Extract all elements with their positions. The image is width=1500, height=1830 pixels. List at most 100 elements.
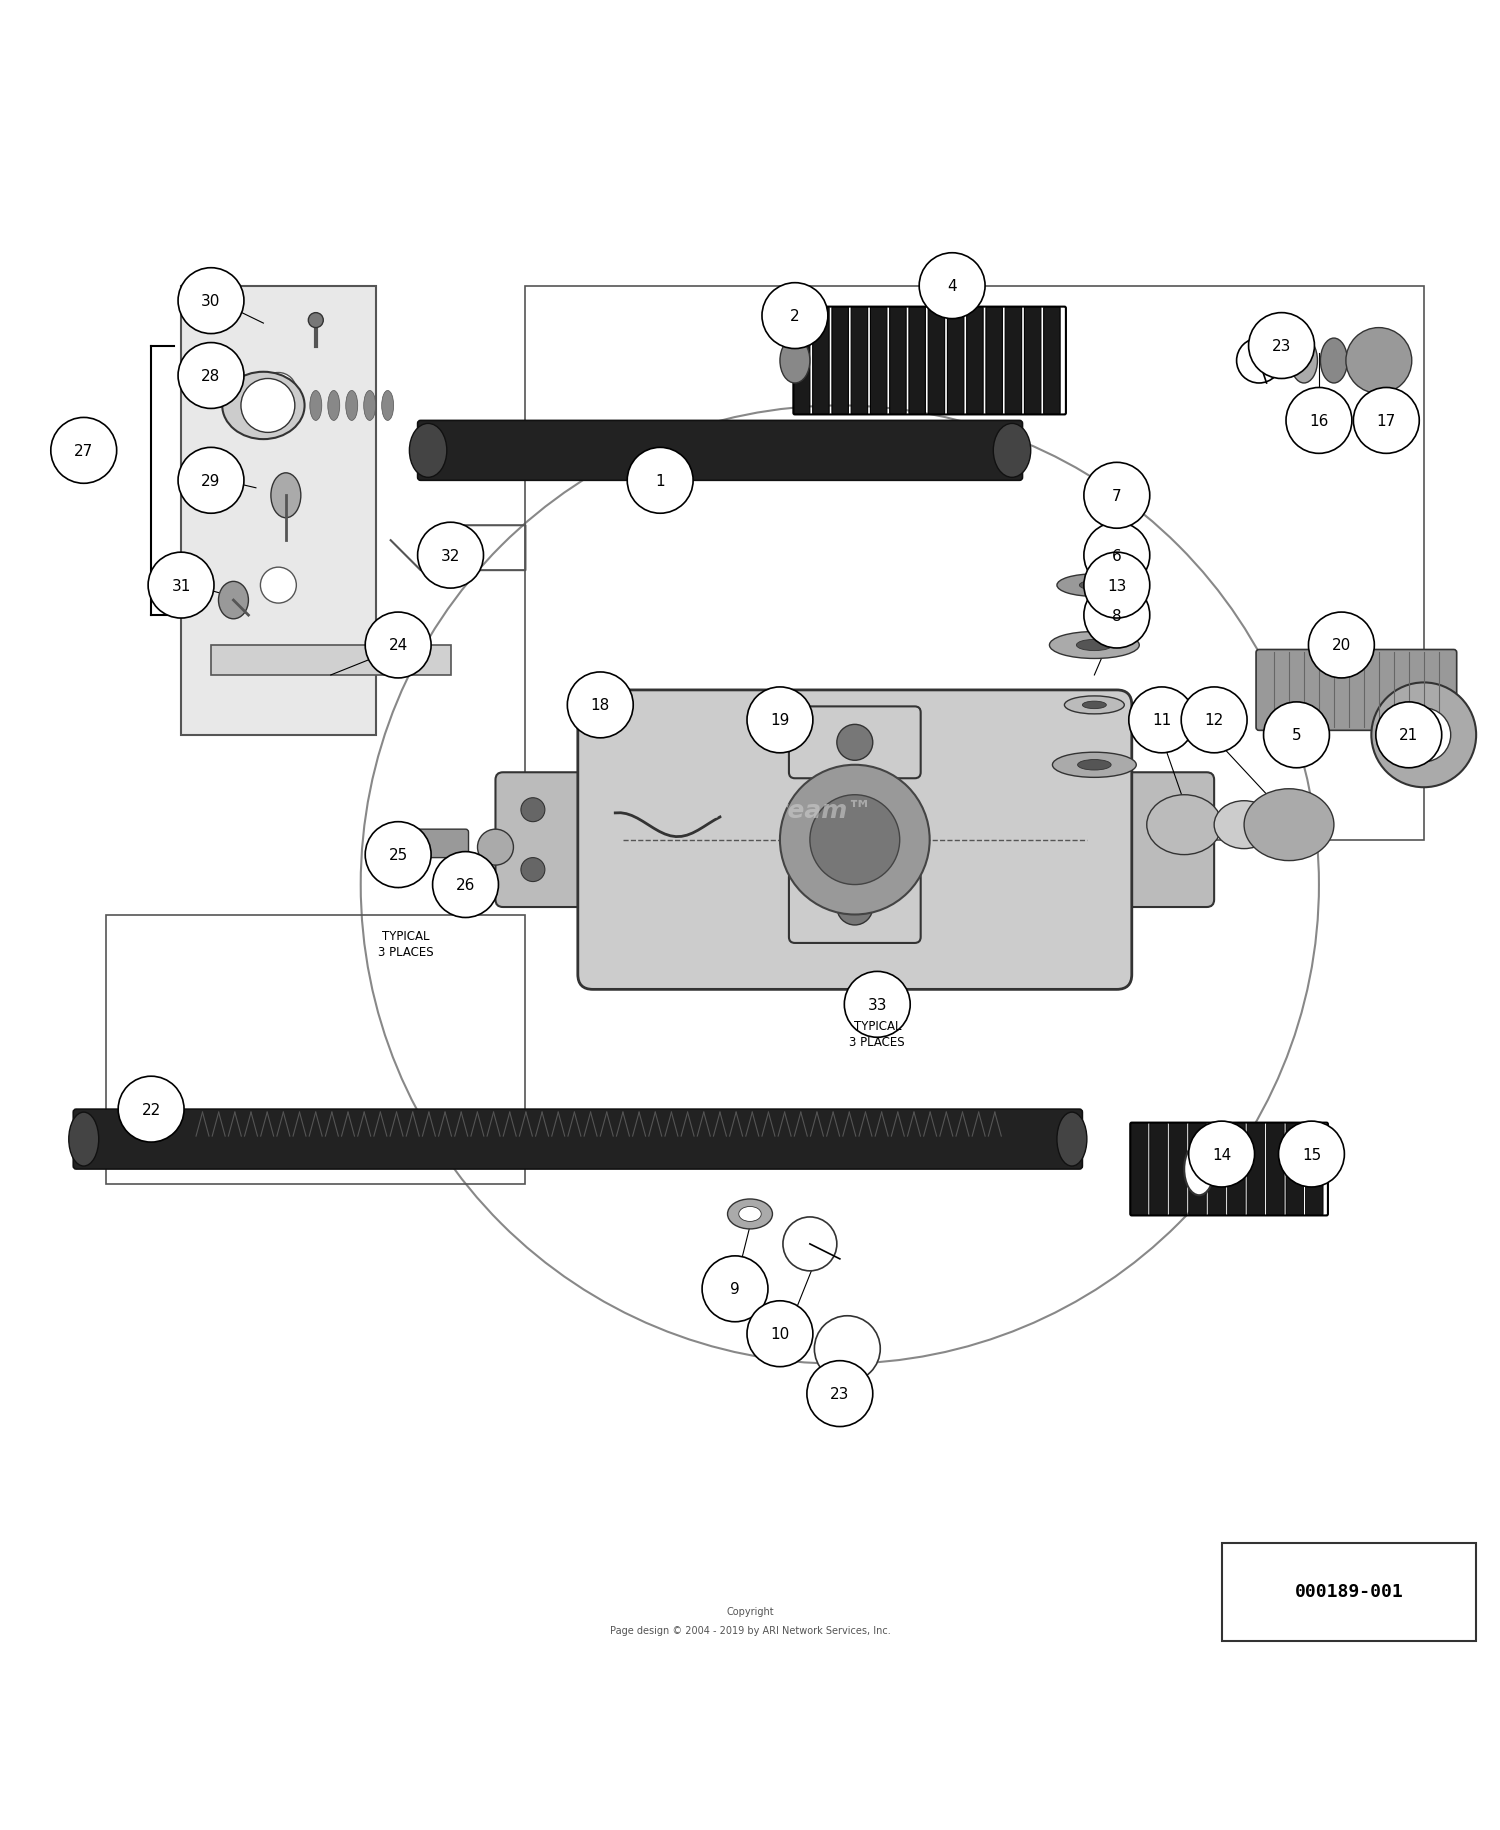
FancyBboxPatch shape [578, 690, 1132, 990]
FancyBboxPatch shape [1221, 1543, 1476, 1642]
Circle shape [1263, 703, 1329, 769]
Ellipse shape [222, 373, 304, 439]
FancyBboxPatch shape [1208, 1124, 1225, 1215]
FancyBboxPatch shape [1024, 307, 1041, 415]
Circle shape [783, 1217, 837, 1272]
FancyBboxPatch shape [1266, 1124, 1284, 1215]
Text: 20: 20 [1332, 639, 1352, 653]
Ellipse shape [345, 392, 357, 421]
Circle shape [148, 553, 214, 619]
Circle shape [242, 379, 296, 434]
FancyBboxPatch shape [890, 307, 906, 415]
Circle shape [1188, 1122, 1254, 1188]
Ellipse shape [1065, 697, 1125, 714]
Text: 22: 22 [141, 1102, 160, 1116]
Circle shape [837, 725, 873, 761]
Circle shape [1286, 388, 1352, 454]
Circle shape [364, 822, 430, 888]
Circle shape [702, 1255, 768, 1321]
Text: TYPICAL
3 PLACES: TYPICAL 3 PLACES [849, 1019, 904, 1049]
Ellipse shape [740, 1206, 760, 1222]
Ellipse shape [328, 392, 340, 421]
FancyBboxPatch shape [417, 421, 1023, 481]
FancyBboxPatch shape [870, 307, 886, 415]
Text: 33: 33 [867, 997, 886, 1012]
Text: 18: 18 [591, 697, 610, 714]
Text: 1: 1 [656, 474, 664, 489]
FancyBboxPatch shape [495, 772, 615, 908]
Ellipse shape [363, 392, 375, 421]
Circle shape [807, 1362, 873, 1427]
Circle shape [1084, 582, 1150, 648]
Circle shape [920, 254, 986, 320]
Circle shape [477, 829, 513, 866]
FancyBboxPatch shape [1286, 1124, 1304, 1215]
Ellipse shape [1083, 701, 1107, 710]
FancyBboxPatch shape [966, 307, 982, 415]
FancyBboxPatch shape [1246, 1124, 1264, 1215]
Text: 13: 13 [1107, 578, 1126, 593]
Circle shape [1346, 328, 1412, 393]
Ellipse shape [1058, 575, 1132, 597]
Text: PartStream™: PartStream™ [687, 798, 873, 822]
FancyBboxPatch shape [850, 307, 867, 415]
Polygon shape [182, 287, 375, 736]
Ellipse shape [1148, 796, 1221, 855]
Circle shape [1396, 708, 1450, 763]
Text: 6: 6 [1112, 549, 1122, 564]
FancyBboxPatch shape [789, 706, 921, 780]
Circle shape [178, 269, 244, 335]
Text: 8: 8 [1112, 608, 1122, 624]
Ellipse shape [309, 313, 324, 328]
Circle shape [567, 673, 633, 739]
Text: 15: 15 [1302, 1147, 1322, 1162]
FancyBboxPatch shape [833, 307, 849, 415]
FancyBboxPatch shape [794, 307, 810, 415]
FancyBboxPatch shape [948, 307, 964, 415]
Ellipse shape [780, 339, 810, 384]
Text: 23: 23 [830, 1387, 849, 1402]
Ellipse shape [219, 582, 249, 620]
Bar [525, 287, 1424, 840]
Ellipse shape [1077, 759, 1112, 770]
Text: Copyright: Copyright [726, 1607, 774, 1616]
Text: TYPICAL
3 PLACES: TYPICAL 3 PLACES [378, 930, 433, 959]
Circle shape [1371, 683, 1476, 787]
Ellipse shape [1244, 789, 1334, 862]
FancyBboxPatch shape [1005, 307, 1022, 415]
Text: 27: 27 [74, 443, 93, 459]
Ellipse shape [310, 392, 322, 421]
Text: 24: 24 [388, 639, 408, 653]
FancyBboxPatch shape [1168, 1124, 1186, 1215]
Ellipse shape [69, 1113, 99, 1166]
Circle shape [1084, 523, 1150, 589]
Circle shape [762, 284, 828, 350]
Circle shape [1084, 463, 1150, 529]
Circle shape [178, 448, 244, 514]
Circle shape [1130, 688, 1194, 754]
Ellipse shape [1058, 1113, 1088, 1166]
Circle shape [520, 858, 544, 882]
Text: 25: 25 [388, 847, 408, 862]
Circle shape [118, 1076, 184, 1142]
Circle shape [1376, 703, 1442, 769]
Text: 31: 31 [171, 578, 190, 593]
Circle shape [1353, 388, 1419, 454]
Circle shape [1248, 313, 1314, 379]
Text: 14: 14 [1212, 1147, 1231, 1162]
Ellipse shape [1050, 631, 1140, 659]
Ellipse shape [410, 425, 447, 478]
FancyBboxPatch shape [387, 829, 468, 858]
Text: 9: 9 [730, 1281, 740, 1297]
Text: 5: 5 [1292, 728, 1302, 743]
Text: 4: 4 [948, 278, 957, 295]
FancyBboxPatch shape [1256, 650, 1456, 730]
Ellipse shape [1214, 802, 1274, 849]
Circle shape [51, 419, 117, 485]
Text: 29: 29 [201, 474, 220, 489]
FancyBboxPatch shape [74, 1109, 1083, 1169]
Circle shape [261, 567, 297, 604]
FancyBboxPatch shape [1188, 1124, 1206, 1215]
FancyBboxPatch shape [1095, 772, 1214, 908]
Circle shape [747, 1301, 813, 1367]
